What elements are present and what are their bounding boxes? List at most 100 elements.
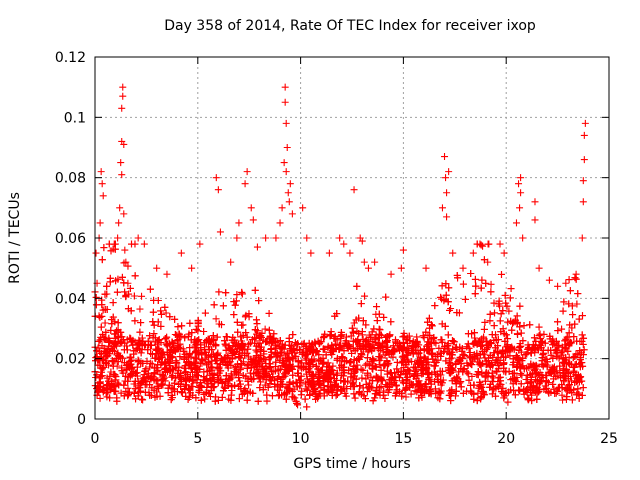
band-point <box>478 276 486 284</box>
band-point <box>478 369 486 377</box>
band-point <box>487 280 495 288</box>
band-point <box>136 328 144 336</box>
band-point <box>245 310 253 318</box>
band-point <box>118 273 126 281</box>
band-point <box>519 337 527 345</box>
band-point <box>203 337 211 345</box>
band-point <box>353 282 361 290</box>
band-point <box>341 389 349 397</box>
band-point <box>166 313 174 321</box>
band-point <box>524 396 532 404</box>
band-point <box>155 344 163 352</box>
band-point <box>505 367 513 375</box>
band-point <box>268 392 276 400</box>
band-point <box>272 339 280 347</box>
band-point <box>437 377 445 385</box>
band-point <box>141 377 149 385</box>
band-point <box>579 384 587 392</box>
band-point <box>175 330 183 338</box>
band-point <box>571 274 579 282</box>
band-point <box>549 354 557 362</box>
band-point <box>526 321 534 329</box>
band-point <box>359 317 367 325</box>
band-point <box>319 345 327 353</box>
band-point <box>115 333 123 341</box>
band-point <box>308 341 316 349</box>
band-point <box>563 387 571 395</box>
band-point <box>437 293 445 301</box>
band-point <box>425 314 433 322</box>
band-point <box>130 389 138 397</box>
band-point <box>141 367 149 375</box>
band-point <box>272 358 280 366</box>
band-point <box>508 326 516 334</box>
band-point <box>329 367 337 375</box>
band-point <box>333 369 341 377</box>
band-point <box>494 342 502 350</box>
band-point <box>568 302 576 310</box>
band-point <box>157 307 165 315</box>
band-point <box>448 337 456 345</box>
band-point <box>499 384 507 392</box>
band-point <box>392 373 400 381</box>
band-point <box>359 345 367 353</box>
band-point <box>260 366 268 374</box>
band-point <box>103 282 111 290</box>
band-point <box>550 385 558 393</box>
band-point <box>401 386 409 394</box>
band-point <box>473 240 481 248</box>
band-point <box>181 334 189 342</box>
x-axis-label: GPS time / hours <box>293 456 411 472</box>
band-point <box>492 331 500 339</box>
band-point <box>340 347 348 355</box>
band-point <box>301 395 309 403</box>
band-point <box>437 371 445 379</box>
band-point <box>565 329 573 337</box>
band-point <box>580 346 588 354</box>
band-point <box>294 369 302 377</box>
band-point <box>182 392 190 400</box>
band-point <box>151 364 159 372</box>
band-point <box>524 379 532 387</box>
band-point <box>319 359 327 367</box>
band-point <box>364 348 372 356</box>
band-point <box>544 379 552 387</box>
band-point <box>132 395 140 403</box>
band-point <box>579 362 587 370</box>
band-point <box>140 371 148 379</box>
band-point <box>315 351 323 359</box>
band-point <box>431 362 439 370</box>
band-point <box>413 388 421 396</box>
band-point <box>497 270 505 278</box>
band-point <box>347 358 355 366</box>
band-point <box>238 339 246 347</box>
band-point <box>95 337 103 345</box>
band-point <box>380 313 388 321</box>
band-point <box>446 306 454 314</box>
band-point <box>443 348 451 356</box>
band-point <box>103 306 111 314</box>
band-point <box>331 312 339 320</box>
band-point <box>574 389 582 397</box>
band-point <box>94 344 102 352</box>
band-point <box>516 387 524 395</box>
band-point <box>535 323 543 331</box>
band-point <box>380 362 388 370</box>
band-point <box>146 391 154 399</box>
band-point <box>188 365 196 373</box>
band-point <box>508 345 516 353</box>
band-point <box>504 318 512 326</box>
band-point <box>234 328 242 336</box>
band-point <box>147 350 155 358</box>
band-point <box>554 372 562 380</box>
band-point <box>244 389 252 397</box>
band-point <box>289 380 297 388</box>
band-point <box>426 385 434 393</box>
band-point <box>128 364 136 372</box>
band-point <box>375 388 383 396</box>
band-point <box>438 336 446 344</box>
band-point <box>230 349 238 357</box>
band-point <box>331 340 339 348</box>
band-point <box>447 365 455 373</box>
band-point <box>570 367 578 375</box>
